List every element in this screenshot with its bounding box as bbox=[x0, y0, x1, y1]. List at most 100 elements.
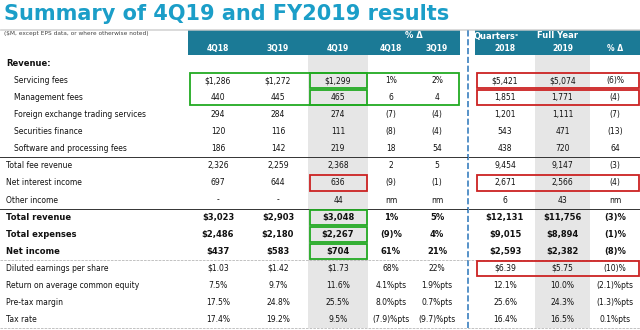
Bar bbox=[535, 106, 590, 123]
Bar bbox=[188, 42, 248, 55]
Text: 120: 120 bbox=[211, 127, 225, 136]
Text: Return on average common equity: Return on average common equity bbox=[6, 281, 140, 290]
Text: 1%: 1% bbox=[385, 76, 397, 85]
Bar bbox=[310, 210, 367, 225]
Text: 440: 440 bbox=[211, 93, 225, 102]
Bar bbox=[535, 123, 590, 140]
Text: 284: 284 bbox=[271, 110, 285, 119]
Text: 54: 54 bbox=[432, 144, 442, 153]
Bar bbox=[310, 244, 367, 259]
Text: $2,382: $2,382 bbox=[547, 247, 579, 256]
Text: 44: 44 bbox=[333, 196, 343, 205]
Text: Revenue:: Revenue: bbox=[6, 59, 51, 68]
Bar bbox=[477, 73, 639, 88]
Text: 644: 644 bbox=[271, 179, 285, 187]
Bar bbox=[535, 243, 590, 260]
Text: $1.03: $1.03 bbox=[207, 264, 229, 273]
Text: % Δ: % Δ bbox=[607, 44, 623, 53]
Text: nm: nm bbox=[431, 196, 443, 205]
Text: -: - bbox=[216, 196, 220, 205]
Text: (8): (8) bbox=[386, 127, 396, 136]
Bar bbox=[308, 157, 368, 175]
Bar bbox=[308, 55, 368, 72]
Text: 274: 274 bbox=[331, 110, 345, 119]
Text: $583: $583 bbox=[266, 247, 290, 256]
Text: 2,259: 2,259 bbox=[267, 161, 289, 170]
Text: 16.5%: 16.5% bbox=[550, 315, 575, 324]
Text: $12,131: $12,131 bbox=[486, 213, 524, 221]
Text: 697: 697 bbox=[211, 179, 225, 187]
Text: 219: 219 bbox=[331, 144, 345, 153]
Text: (8)%: (8)% bbox=[604, 247, 626, 256]
Text: 2,566: 2,566 bbox=[552, 179, 573, 187]
Text: 0.1%pts: 0.1%pts bbox=[600, 315, 630, 324]
Text: 11.6%: 11.6% bbox=[326, 281, 350, 290]
Bar bbox=[535, 157, 590, 175]
Text: Servicing fees: Servicing fees bbox=[14, 76, 68, 85]
Text: 2018: 2018 bbox=[495, 44, 516, 53]
Bar bbox=[368, 42, 414, 55]
Text: nm: nm bbox=[385, 196, 397, 205]
Text: 1,771: 1,771 bbox=[552, 93, 573, 102]
Bar bbox=[477, 261, 639, 276]
Text: $1,272: $1,272 bbox=[265, 76, 291, 85]
Text: Total fee revenue: Total fee revenue bbox=[6, 161, 72, 170]
Text: 9.7%: 9.7% bbox=[268, 281, 287, 290]
Text: 2,326: 2,326 bbox=[207, 161, 229, 170]
Text: 2019: 2019 bbox=[552, 44, 573, 53]
Text: (4): (4) bbox=[431, 127, 442, 136]
Text: (7.9)%pts: (7.9)%pts bbox=[372, 315, 410, 324]
Text: Pre-tax margin: Pre-tax margin bbox=[6, 298, 63, 307]
Text: 22%: 22% bbox=[429, 264, 445, 273]
Text: $3,048: $3,048 bbox=[322, 213, 354, 221]
Bar bbox=[310, 90, 367, 105]
Bar bbox=[535, 260, 590, 277]
Text: 1,851: 1,851 bbox=[494, 93, 516, 102]
Text: Diluted earnings per share: Diluted earnings per share bbox=[6, 264, 109, 273]
Text: Securities finance: Securities finance bbox=[14, 127, 83, 136]
Bar bbox=[308, 243, 368, 260]
Bar bbox=[308, 294, 368, 311]
Bar bbox=[477, 176, 639, 190]
Text: $1,286: $1,286 bbox=[205, 76, 231, 85]
Text: (1): (1) bbox=[431, 179, 442, 187]
Text: 9.5%: 9.5% bbox=[328, 315, 348, 324]
Bar bbox=[308, 89, 368, 106]
Bar bbox=[535, 72, 590, 89]
Text: 25.6%: 25.6% bbox=[493, 298, 517, 307]
Text: 12.1%: 12.1% bbox=[493, 281, 517, 290]
Text: $5.75: $5.75 bbox=[552, 264, 573, 273]
Text: 10.0%: 10.0% bbox=[550, 281, 575, 290]
Text: 438: 438 bbox=[498, 144, 512, 153]
Text: 142: 142 bbox=[271, 144, 285, 153]
Text: ($M, except EPS data, or where otherwise noted): ($M, except EPS data, or where otherwise… bbox=[4, 31, 148, 36]
Text: $1,299: $1,299 bbox=[324, 76, 351, 85]
Bar bbox=[308, 311, 368, 328]
Text: (3)%: (3)% bbox=[604, 213, 626, 221]
Text: nm: nm bbox=[609, 196, 621, 205]
Text: Foreign exchange trading services: Foreign exchange trading services bbox=[14, 110, 146, 119]
Bar bbox=[308, 140, 368, 157]
Text: 9,147: 9,147 bbox=[552, 161, 573, 170]
Text: 294: 294 bbox=[211, 110, 225, 119]
Text: (7): (7) bbox=[609, 110, 620, 119]
Text: $1.73: $1.73 bbox=[327, 264, 349, 273]
Text: 68%: 68% bbox=[383, 264, 399, 273]
Text: $437: $437 bbox=[206, 247, 230, 256]
Text: 6: 6 bbox=[502, 196, 508, 205]
Bar bbox=[535, 175, 590, 191]
Text: 4Q19: 4Q19 bbox=[327, 44, 349, 53]
Text: 543: 543 bbox=[498, 127, 512, 136]
Text: 61%: 61% bbox=[381, 247, 401, 256]
Text: (10)%: (10)% bbox=[604, 264, 627, 273]
Bar bbox=[310, 176, 367, 190]
Text: 1,111: 1,111 bbox=[552, 110, 573, 119]
Text: $1.42: $1.42 bbox=[267, 264, 289, 273]
Text: 471: 471 bbox=[556, 127, 570, 136]
Text: 111: 111 bbox=[331, 127, 345, 136]
Text: 1.9%pts: 1.9%pts bbox=[421, 281, 452, 290]
Text: (2.1)%pts: (2.1)%pts bbox=[596, 281, 634, 290]
Bar bbox=[310, 227, 367, 242]
Bar bbox=[189, 73, 458, 105]
Bar bbox=[248, 42, 308, 55]
